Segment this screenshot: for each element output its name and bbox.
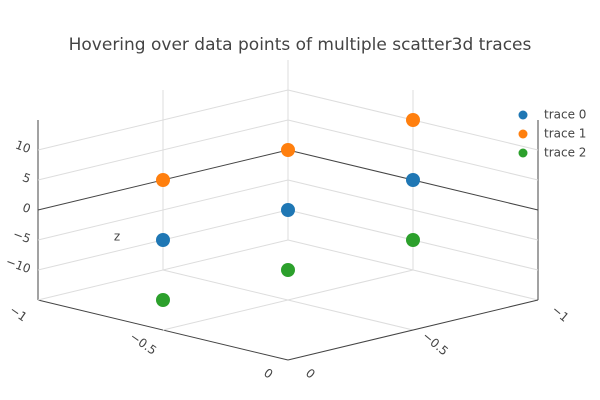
data-point [406,113,420,127]
chart-title: Hovering over data points of multiple sc… [69,35,532,55]
x-tick-label: −1 [549,303,572,325]
grid-line [37,179,289,241]
y-tick-label: −1 [7,303,30,325]
z-axis-title: z [114,230,120,244]
data-point [406,173,420,187]
z-tick-label: −10 [4,254,33,276]
z-tick-label: −5 [11,227,32,246]
legend-label[interactable]: trace 0 [544,108,586,122]
grid-line [37,239,289,301]
data-point [406,233,420,247]
grid-line [287,299,539,361]
legend-label[interactable]: trace 1 [544,127,586,141]
data-point [156,233,170,247]
z-tick-label: 0 [21,200,33,216]
data-point [281,203,295,217]
x-tick-label: −0.5 [420,329,451,358]
grid-line [37,89,289,151]
grid-line [37,119,289,181]
data-point [281,143,295,157]
data-point [281,263,295,277]
grid-line [287,119,539,181]
legend-marker[interactable] [518,148,528,158]
y-tick-label: 0 [261,366,275,382]
z-tick-label: 5 [21,170,33,186]
legend-marker[interactable] [518,110,528,120]
grid-line [287,179,539,241]
grid-line [162,269,414,331]
x-tick-label: 0 [303,366,318,382]
z-tick-label: 10 [13,138,32,156]
legend-marker[interactable] [518,129,528,139]
data-point [156,293,170,307]
legend-label[interactable]: trace 2 [544,146,586,160]
y-tick-label: −0.5 [127,329,159,357]
data-point [156,173,170,187]
